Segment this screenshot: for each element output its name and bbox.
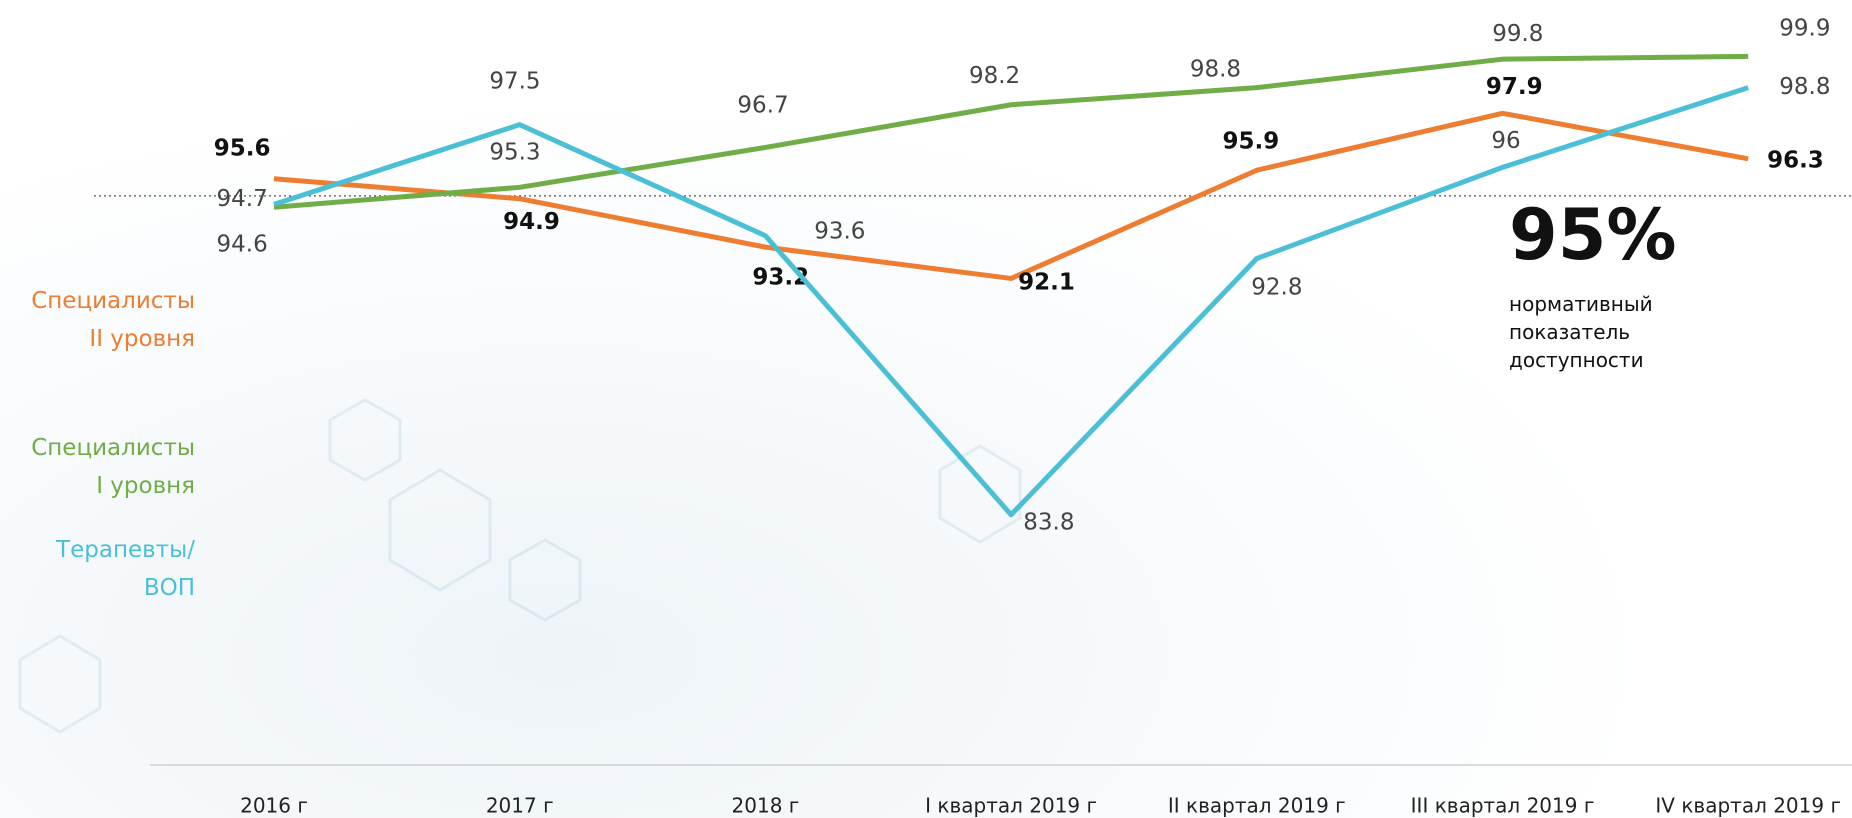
reference-text: нормативный показатель доступности: [1509, 290, 1709, 374]
data-label: 96: [1491, 128, 1520, 154]
data-label: 97.5: [489, 69, 540, 95]
data-label: 94.6: [217, 232, 268, 258]
x-tick-label: 2018 г: [732, 794, 800, 818]
data-label: 94.7: [217, 186, 268, 212]
data-label: 92.8: [1251, 275, 1302, 301]
data-label: 97.9: [1486, 74, 1543, 100]
data-label: 98.8: [1190, 56, 1241, 82]
x-tick-label: IV квартал 2019 г: [1655, 794, 1841, 818]
data-label: 95.9: [1223, 128, 1280, 154]
data-label: 96.7: [737, 93, 788, 119]
x-tick-label: III квартал 2019 г: [1411, 794, 1595, 818]
legend-entry: Специалисты II уровня: [31, 282, 195, 358]
legend-entry: Терапевты/ ВОП: [56, 531, 195, 607]
data-label: 83.8: [1023, 510, 1074, 536]
data-label: 99.9: [1779, 16, 1830, 42]
plot: 95% 2016 г 2017 г 2018 г I квартал 2019 г II …: [0, 0, 1852, 818]
x-tick-label: I квартал 2019 г: [925, 794, 1097, 818]
data-label: 95.3: [489, 140, 540, 166]
data-label: 92.1: [1018, 270, 1075, 296]
x-tick-label: 2017 г: [486, 794, 554, 818]
x-tick-label: 2016 г: [240, 794, 308, 818]
chart: 95% 2016 г 2017 г 2018 г I квартал 2019 г II …: [0, 0, 1852, 818]
data-label: 95.6: [214, 136, 271, 162]
legend-entry: Специалисты I уровня: [31, 429, 195, 505]
data-label: 98.8: [1779, 74, 1830, 100]
data-label: 94.9: [503, 209, 560, 235]
data-label: 98.2: [969, 63, 1020, 89]
data-label: 99.8: [1492, 21, 1543, 47]
data-label: 93.6: [814, 219, 865, 245]
data-label: 96.3: [1767, 148, 1824, 174]
x-tick-label: II квартал 2019 г: [1168, 794, 1346, 818]
reference-label: 95%: [1509, 194, 1677, 276]
